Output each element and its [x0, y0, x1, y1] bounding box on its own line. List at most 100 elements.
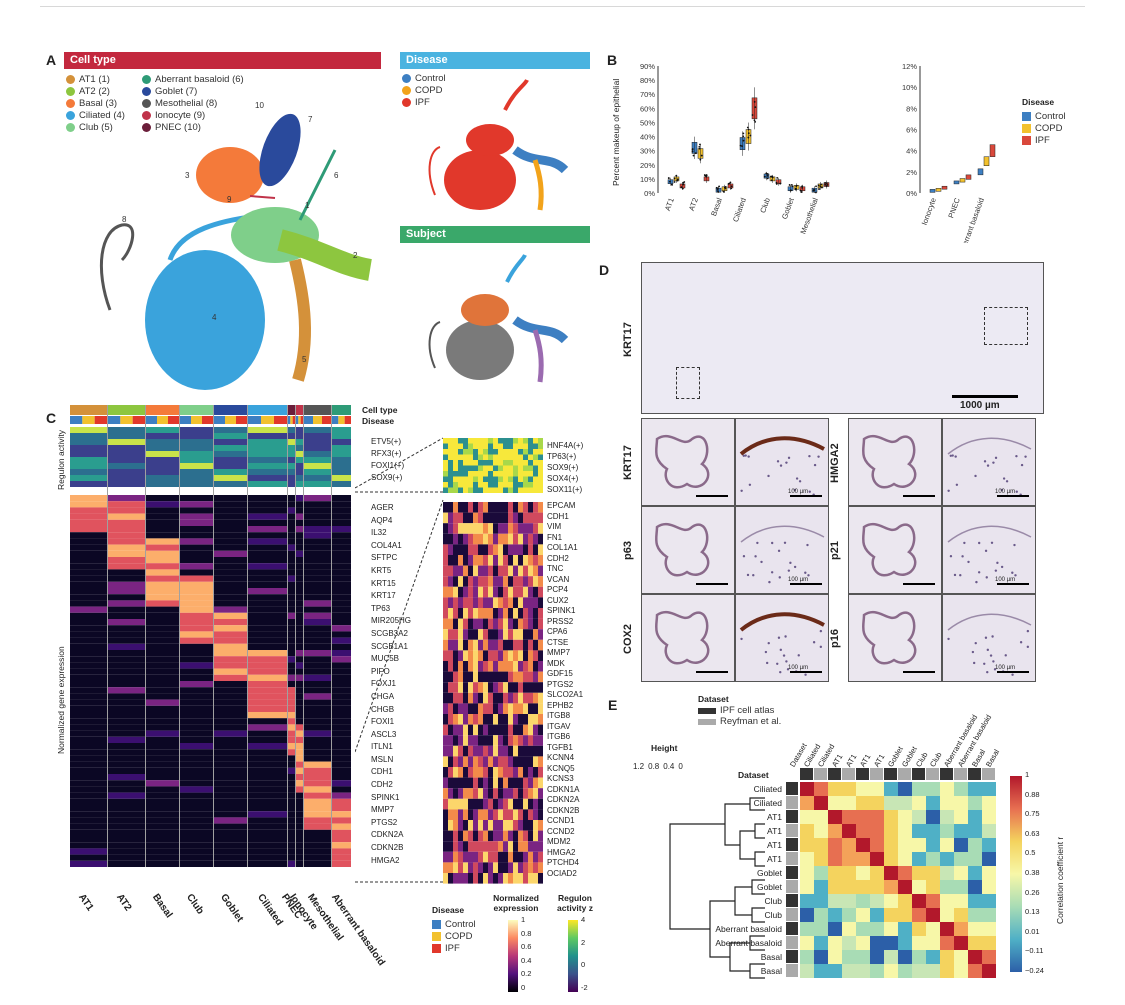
- corr-cell: [940, 908, 954, 922]
- corr-cell: [842, 908, 856, 922]
- ihc-image: 100 µm: [942, 594, 1036, 682]
- scale-label: 100 µm: [788, 577, 808, 583]
- corr-cell: [940, 782, 954, 796]
- box: [984, 157, 989, 166]
- umap-label-2: 2: [353, 251, 358, 260]
- disease-bar: [301, 416, 303, 424]
- corr-colorbar-tick: 0.75: [1025, 809, 1044, 829]
- corr-cell: [954, 922, 968, 936]
- celltype-bar: [180, 405, 213, 415]
- celltype-header: Cell type: [64, 52, 381, 69]
- zoom-gene-label: OCIAD2: [547, 869, 583, 880]
- legend-label: AT1 (1): [79, 74, 110, 85]
- corr-cell: [814, 796, 828, 810]
- scale-label: 100 µm: [995, 665, 1015, 671]
- corr-cell: [884, 866, 898, 880]
- corr-cell: [842, 880, 856, 894]
- corr-cell: [898, 922, 912, 936]
- corr-cell: [814, 964, 828, 978]
- corr-cell: [940, 838, 954, 852]
- corr-colorbar-tick: 0.38: [1025, 868, 1044, 888]
- dataset-cell: [786, 936, 798, 949]
- corr-cell: [814, 810, 828, 824]
- corr-cell: [870, 810, 884, 824]
- ytick-right: 6%: [906, 126, 917, 135]
- corr-cell: [884, 922, 898, 936]
- regulon-activity-label: Regulon activity: [56, 420, 66, 500]
- corr-cell: [814, 880, 828, 894]
- legend-label: Control: [1035, 111, 1066, 122]
- celltype-xlabel: Goblet: [218, 892, 245, 924]
- stain-label: p21: [829, 516, 841, 586]
- corr-cell: [870, 782, 884, 796]
- corr-cell: [884, 964, 898, 978]
- box: [978, 169, 983, 175]
- corr-cell: [968, 824, 982, 838]
- colorbar-tick: 1: [521, 915, 531, 929]
- scale-bar: [997, 671, 1029, 673]
- corr-cell: [954, 838, 968, 852]
- colorbar-tick: 0: [581, 960, 588, 983]
- ytick-right: 12%: [902, 62, 917, 71]
- corr-cell: [800, 824, 814, 838]
- zoom-regulon-gene-label: SOX4(+): [547, 473, 583, 484]
- colorbar-tick: 0.6: [521, 942, 531, 956]
- scale-label: 100 µm: [788, 665, 808, 671]
- zoom-gene-label: SPINK1: [547, 606, 583, 617]
- zoom-gene-label: HMGA2: [547, 848, 583, 859]
- scale-label-top: 1000 µm: [960, 400, 1000, 411]
- corr-cell: [828, 964, 842, 978]
- dataset-cell: [786, 782, 798, 795]
- corr-column-label: AT1: [858, 753, 872, 769]
- legend-swatch: [142, 75, 151, 84]
- zoom-regulon-gene-labels: HNF4A(+)TP63(+)SOX9(+)SOX4(+)SOX11(+): [547, 440, 583, 495]
- corr-cell: [912, 908, 926, 922]
- zoom-gene-label: KCNQ5: [547, 764, 583, 775]
- scale-bar-top: [952, 395, 1018, 398]
- corr-cell: [814, 894, 828, 908]
- reg-colorbar: [568, 920, 578, 992]
- dataset-legend-title: Dataset: [698, 694, 729, 704]
- corr-cell: [926, 894, 940, 908]
- corr-cell: [968, 852, 982, 866]
- legend-swatch: [698, 719, 716, 725]
- umap-cluster-ionocyte: [250, 196, 275, 198]
- corr-cell: [982, 796, 996, 810]
- corr-column-label: AT1: [830, 753, 844, 769]
- corr-row-label: Basal: [660, 964, 782, 978]
- corr-column-label: AT1: [844, 753, 858, 769]
- zoom-gene-label: ITGB8: [547, 711, 583, 722]
- umap-label-9: 9: [227, 195, 232, 204]
- celltype-bar: [108, 405, 145, 415]
- celltype-legend-item: AT1 (1): [66, 73, 125, 85]
- corr-cell: [856, 964, 870, 978]
- xtick-left: Goblet: [780, 196, 796, 221]
- ihc-image: 100 µm: [942, 506, 1036, 594]
- legend-swatch: [698, 708, 716, 714]
- umap-disease: [415, 75, 585, 215]
- legend-swatch: [1022, 136, 1031, 145]
- zoom-gene-label: CDKN2A: [547, 795, 583, 806]
- umap-label-7: 7: [308, 115, 313, 124]
- corr-cell: [940, 810, 954, 824]
- corr-cell: [870, 796, 884, 810]
- ytick-left: 40%: [640, 133, 655, 142]
- corr-cell: [870, 936, 884, 950]
- disease-bar: [304, 416, 313, 424]
- scale-bar: [696, 583, 728, 585]
- corr-cell: [800, 852, 814, 866]
- corr-cell: [898, 908, 912, 922]
- celltype-bar: [146, 405, 179, 415]
- corr-cell: [940, 894, 954, 908]
- corr-cell: [800, 936, 814, 950]
- dataset-cell: [786, 852, 798, 865]
- ytick-left: 20%: [640, 161, 655, 170]
- disease-bar: [338, 416, 344, 424]
- disease-bar: [157, 416, 168, 424]
- corr-cell: [856, 824, 870, 838]
- corr-colorbar-tick: 1: [1025, 770, 1044, 790]
- corr-cell: [870, 950, 884, 964]
- zoom-gene-label: GDF15: [547, 669, 583, 680]
- ytick-right: 2%: [906, 168, 917, 177]
